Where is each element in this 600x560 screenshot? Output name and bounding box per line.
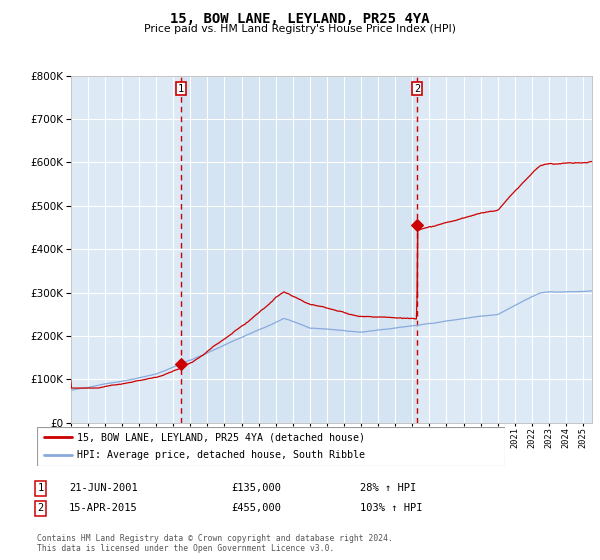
Bar [181,76,417,423]
Text: 15-APR-2015: 15-APR-2015 [69,503,138,514]
Text: Price paid vs. HM Land Registry's House Price Index (HPI): Price paid vs. HM Land Registry's House … [144,24,456,34]
Text: 1: 1 [178,83,184,94]
Text: 15, BOW LANE, LEYLAND, PR25 4YA: 15, BOW LANE, LEYLAND, PR25 4YA [170,12,430,26]
FancyBboxPatch shape [37,427,505,466]
Text: 2: 2 [414,83,421,94]
Text: 15, BOW LANE, LEYLAND, PR25 4YA (detached house): 15, BOW LANE, LEYLAND, PR25 4YA (detache… [77,432,365,442]
Text: 21-JUN-2001: 21-JUN-2001 [69,483,138,493]
Text: Contains HM Land Registry data © Crown copyright and database right 2024.
This d: Contains HM Land Registry data © Crown c… [37,534,393,553]
Text: HPI: Average price, detached house, South Ribble: HPI: Average price, detached house, Sout… [77,450,365,460]
Text: £135,000: £135,000 [231,483,281,493]
Text: 1: 1 [38,483,44,493]
Text: 103% ↑ HPI: 103% ↑ HPI [360,503,422,514]
Text: 28% ↑ HPI: 28% ↑ HPI [360,483,416,493]
Text: 2: 2 [38,503,44,514]
Point [412,221,422,230]
Point [176,360,186,368]
Text: £455,000: £455,000 [231,503,281,514]
